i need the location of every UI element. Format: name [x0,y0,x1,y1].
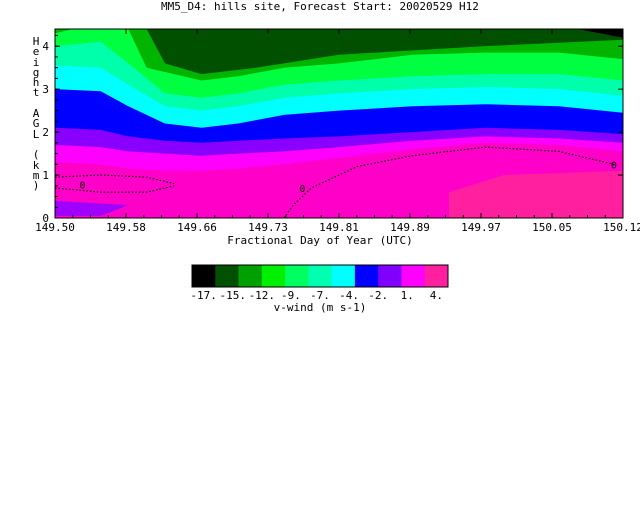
colorbar-tick-label: -2. [368,289,388,302]
x-tick-label: 149.97 [461,221,501,234]
y-axis-label-char: t [32,86,40,100]
y-axis-label-char: m [32,168,40,182]
colorbar-tick-label: -4. [339,289,359,302]
y-axis-label-char: ( [32,148,40,162]
colorbar-swatch [238,265,263,287]
colorbar-swatch [215,265,240,287]
colorbar-tick-label: 1. [401,289,414,302]
zero-contour [54,174,175,185]
x-tick-label: 150.05 [532,221,572,234]
x-tick-label: 150.12 [603,221,640,234]
colorbar-tick-label: -15. [219,289,246,302]
y-tick-label: 4 [42,40,49,53]
y-axis-label-char: e [32,45,40,59]
colorbar-swatch [354,265,379,287]
chart-title: MM5_D4: hills site, Forecast Start: 2002… [161,0,479,13]
colorbar-swatch [424,265,449,287]
y-axis-label-char: h [32,76,40,90]
colorbar-swatch [192,265,216,287]
colorbar-swatch [261,265,286,287]
x-tick-label: 149.81 [319,221,359,234]
y-axis-label-char: H [32,35,40,48]
colorbar-swatch [331,265,356,287]
zero-contour [54,185,175,193]
contour-label: 0 [299,184,305,195]
contour-band-patch [55,200,129,216]
y-axis-label-char: G [32,117,40,131]
y-axis-label-char: L [32,127,40,141]
y-axis-label-char: A [32,107,40,121]
x-axis-label: Fractional Day of Year (UTC) [227,234,413,247]
x-tick-label: 149.89 [390,221,430,234]
zero-contour [283,146,614,219]
colorbar-swatch [285,265,309,287]
colorbar-swatch [401,265,426,287]
colorbar-tick-label: -17. [190,289,217,302]
colorbar-swatch [308,265,333,287]
y-tick-label: 0 [42,212,49,225]
colorbar-frame [191,264,449,288]
y-tick-label: 3 [42,83,49,96]
colorbar-tick-label: -12. [249,289,276,302]
contour-band-top [146,29,623,75]
colorbar-label: v-wind (m s-1) [273,301,367,314]
y-axis-label-char: i [32,55,40,69]
y-tick-label: 1 [42,169,49,182]
y-axis-label-char: g [32,65,40,79]
contour-label: 0 [611,160,617,171]
contour-label: 0 [79,180,85,191]
y-axis-label-char: k [32,158,40,172]
colorbar-tick-label: -7. [310,289,330,302]
x-tick-label: 149.58 [106,221,146,234]
colorbar-swatch [378,265,402,287]
colorbar-tick-label: 4. [430,289,443,302]
y-axis-label-char: ) [32,179,40,193]
y-tick-label: 2 [42,126,49,139]
x-tick-label: 149.50 [35,221,75,234]
colorbar-tick-label: -9. [281,289,301,302]
x-tick-label: 149.73 [248,221,288,234]
contour-band-darkest [577,29,623,38]
contour-band-patch [448,170,623,218]
x-tick-label: 149.66 [177,221,217,234]
